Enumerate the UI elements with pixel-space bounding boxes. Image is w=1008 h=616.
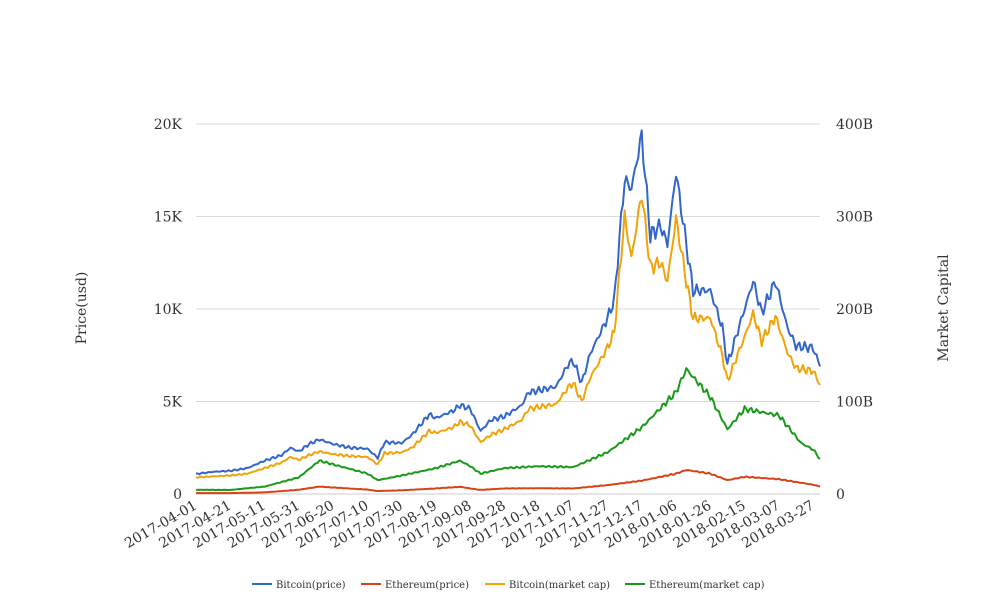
y-right-tick-label: 300B [836,210,873,226]
series-line-ethereum-market-cap [196,367,821,491]
series-line-bitcoin-market-cap [195,199,821,479]
y-right-ticks: 0 100B 200B 300B 400B [836,117,873,503]
y-left-axis-title: Price(usd) [74,272,90,345]
y-left-tick-label: 5K [163,395,183,411]
series-line-bitcoin-price [195,129,821,476]
legend: Bitcoin(price) Ethereum(price) Bitcoin(mar… [252,580,765,591]
y-left-tick-label: 20K [154,117,183,133]
y-right-tick-label: 0 [836,487,845,503]
gridlines [196,123,820,495]
y-right-tick-label: 100B [836,395,873,411]
y-left-ticks: 0 5K 10K 15K 20K [154,117,183,503]
y-right-tick-label: 200B [836,302,873,318]
series-line-ethereum-price [196,469,821,495]
legend-label: Ethereum(market cap) [649,580,765,591]
legend-label: Bitcoin(price) [276,580,346,591]
y-right-axis-title: Market Capital [936,254,952,362]
series-layer [195,129,821,495]
legend-label: Bitcoin(market cap) [509,580,610,591]
y-left-tick-label: 0 [173,487,182,503]
x-ticks: 2017-04-012017-04-212017-05-112017-05-31… [122,498,817,552]
legend-label: Ethereum(price) [385,580,469,591]
y-left-tick-label: 15K [154,210,183,226]
y-left-tick-label: 10K [154,302,183,318]
y-right-tick-label: 400B [836,117,873,133]
